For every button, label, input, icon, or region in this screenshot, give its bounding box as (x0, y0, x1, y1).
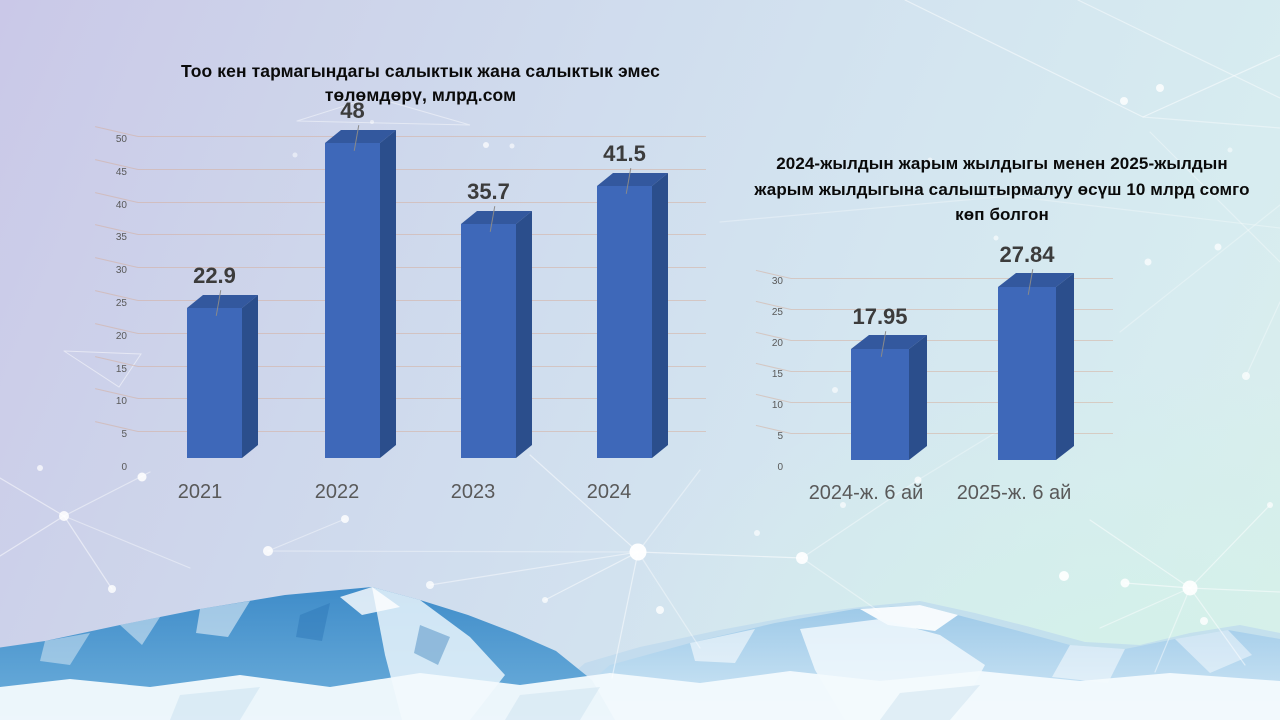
chart1-bar-2021 (187, 308, 242, 458)
snow-cap (860, 605, 958, 631)
y-axis-tick-label: 25 (115, 298, 127, 309)
y-axis-tick-label: 15 (771, 369, 783, 380)
y-axis-tick-label: 10 (771, 400, 783, 411)
chart2-bar-2024 (851, 349, 909, 460)
y-axis-tick-label: 15 (115, 363, 127, 375)
chart1-bar-2024-side (652, 173, 668, 458)
y-axis-tick-label: 20 (115, 330, 127, 342)
gridline (791, 371, 1113, 372)
x-axis-category-label: 2023 (450, 481, 496, 503)
y-axis-tick-label: 0 (777, 462, 783, 473)
y-axis-tick-label: 0 (121, 462, 127, 473)
gridline (138, 234, 706, 236)
bar-value-label: 17.95 (852, 304, 908, 329)
gridline (791, 433, 1113, 434)
chart1-bar-2023-top (461, 211, 532, 224)
bar-value-label: 48 (340, 98, 365, 123)
y-axis-tick-label: 35 (115, 232, 127, 244)
chart2-bar-2025 (998, 287, 1056, 460)
y-axis-tick-label: 30 (115, 265, 127, 277)
chart2-bar-2025-side (1056, 273, 1074, 460)
x-axis-category-label: 2021 (177, 481, 223, 503)
chart2-bar-2024-top (851, 335, 927, 349)
gridline (138, 201, 706, 203)
gridline (138, 136, 706, 137)
mountains-image (0, 587, 1280, 720)
y-axis-tick-label: 45 (115, 166, 127, 178)
snow-shadow (170, 687, 260, 720)
chart1-bar-2024 (597, 186, 652, 458)
chart2-bar-2024-side (909, 335, 927, 460)
gridline (138, 332, 706, 334)
rock-crag (414, 625, 450, 665)
bar-value-label: 22.9 (193, 263, 236, 288)
snow-shadow (880, 685, 980, 720)
x-axis-category-label: 2024 (586, 481, 632, 503)
y-axis-tick-label: 50 (115, 134, 127, 145)
chart1-bar-2023 (461, 224, 516, 458)
gridline (138, 431, 706, 433)
x-axis-category-label: 2025-ж. 6 ай (956, 482, 1072, 504)
chart1-bar-2022 (325, 143, 380, 458)
y-axis-tick-label: 10 (115, 396, 127, 408)
snow-patch (1052, 645, 1125, 683)
gridline (138, 168, 706, 170)
snow-shadow (505, 687, 600, 720)
bar-value-label: 27.84 (999, 242, 1055, 267)
snow-cap (340, 587, 400, 615)
x-axis-category-label: 2024-ж. 6 ай (808, 482, 924, 504)
chart2-bar-2025-top (998, 273, 1074, 287)
chart1-bar-2022-side (380, 130, 396, 458)
gridline (791, 309, 1113, 310)
bar-value-label: 35.7 (467, 179, 510, 204)
chart1-bar-2024-top (597, 173, 668, 186)
chart1-bar-2023-side (516, 211, 532, 458)
y-axis-tick-label: 5 (777, 431, 783, 442)
snow-patch (690, 629, 755, 663)
bar-value-label: 41.5 (603, 141, 646, 166)
rock-crag (296, 603, 330, 641)
chart1-bar-2021-top (187, 295, 258, 308)
snow-patch (1175, 630, 1252, 673)
snow-patch (196, 601, 250, 637)
chart1-bar-2021-side (242, 295, 258, 458)
gridline (791, 278, 1113, 279)
gridline (138, 267, 706, 269)
x-axis-category-label: 2022 (314, 481, 360, 503)
snow-patch (40, 633, 90, 665)
y-axis-tick-label: 30 (771, 276, 783, 287)
chart1-bar-2022-top (325, 130, 396, 143)
gridline (138, 300, 706, 301)
gridline (138, 365, 706, 367)
gridline (791, 340, 1113, 341)
gridline (791, 402, 1113, 403)
right-chart-title: 2024-жылдын жарым жылдыгы менен 2025-жыл… (754, 154, 1250, 225)
y-axis-tick-label: 20 (771, 338, 783, 349)
left-chart-title: Тоо кен тармагындагы салыктык жана салык… (181, 60, 660, 106)
y-axis-tick-label: 25 (771, 307, 783, 318)
y-axis-tick-label: 5 (121, 429, 127, 441)
snow-patch (120, 617, 160, 645)
y-axis-tick-label: 40 (115, 199, 127, 211)
gridline (138, 398, 706, 400)
